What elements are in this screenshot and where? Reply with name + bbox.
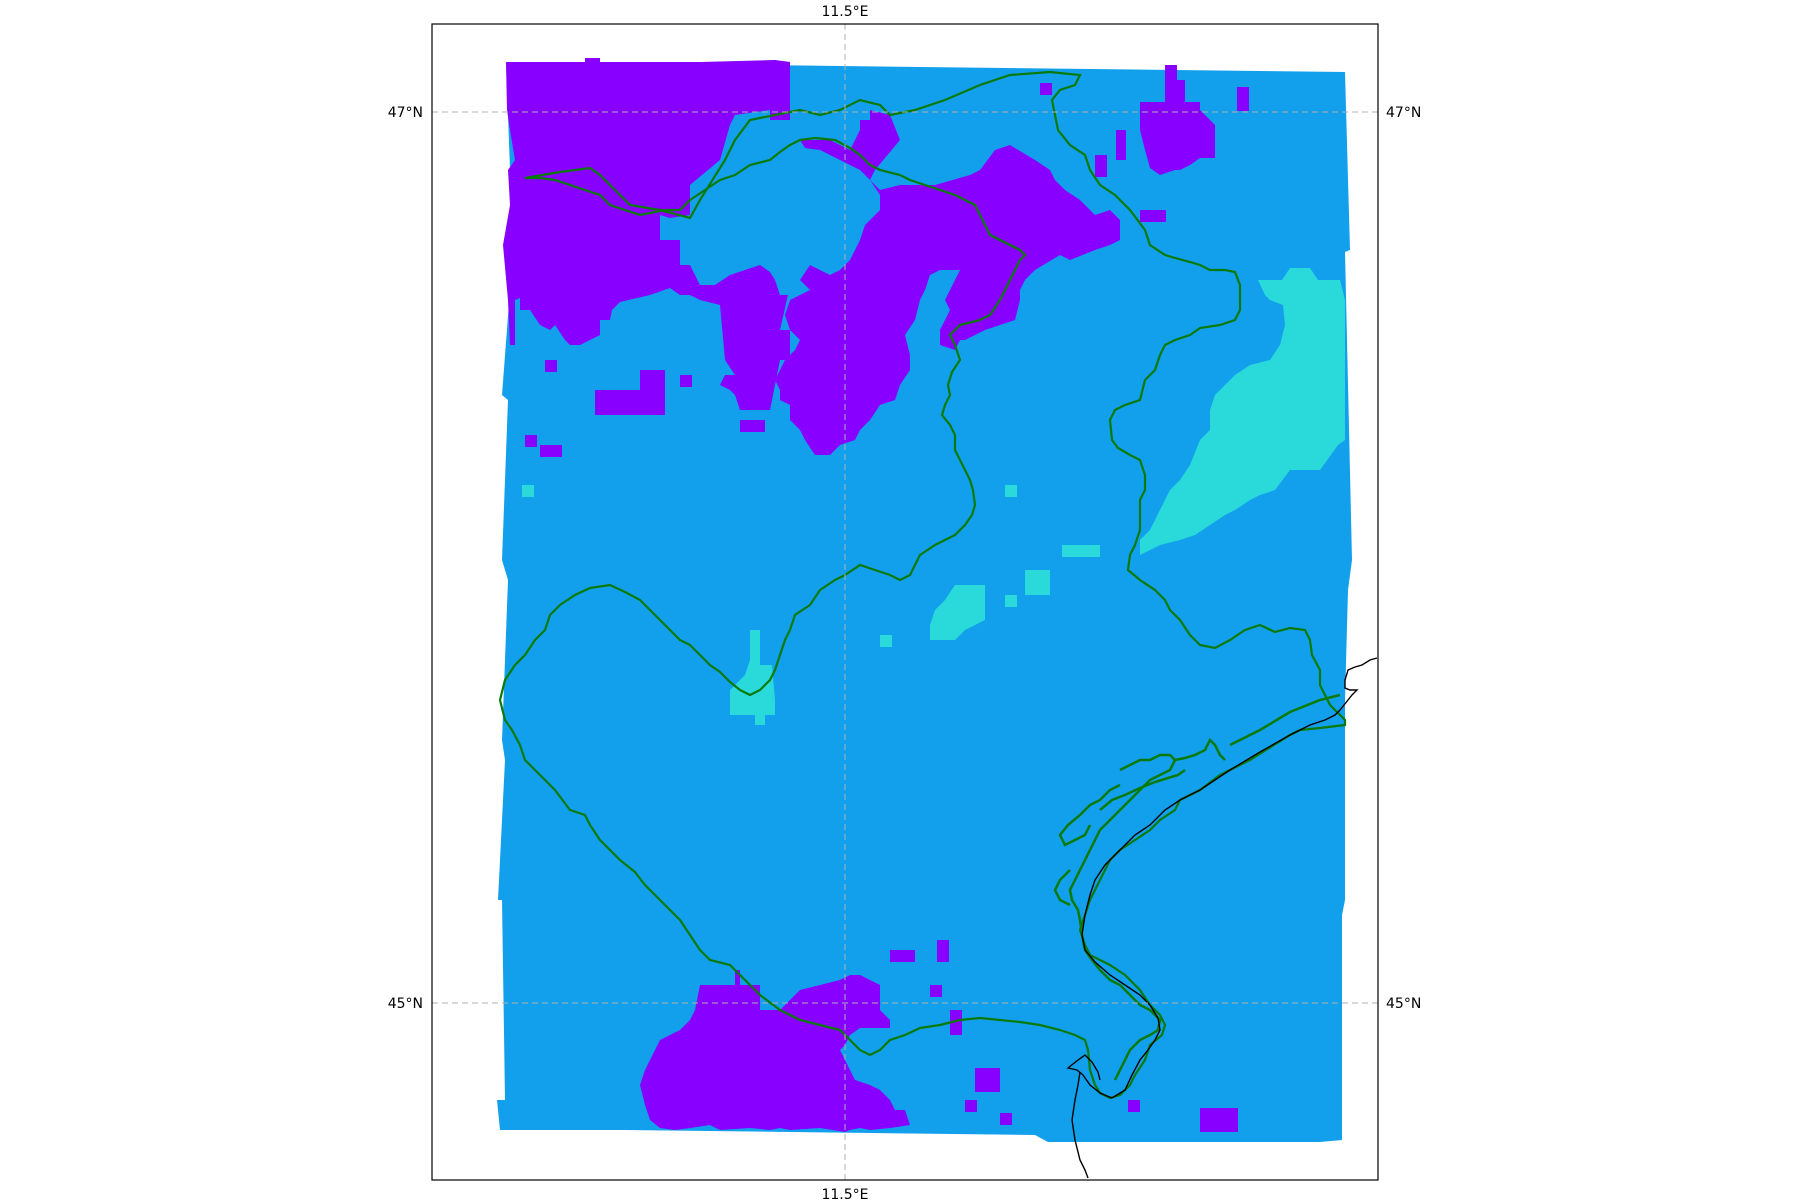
lat-tick-label-left-45: 45°N bbox=[388, 996, 423, 1012]
raster-purple-cell bbox=[950, 1010, 962, 1035]
raster-purple-cell bbox=[890, 950, 915, 962]
raster-purple-cell bbox=[545, 360, 557, 372]
raster-purple-cell bbox=[680, 375, 692, 387]
region-border bbox=[498, 70, 1347, 1100]
raster-cyan-south-center bbox=[730, 630, 775, 725]
raster-purple-cell bbox=[1237, 87, 1249, 111]
lat-tick-label-right-45: 45°N bbox=[1386, 996, 1421, 1012]
raster-purple-cell bbox=[937, 940, 949, 962]
gridlines bbox=[432, 24, 1378, 1180]
raster-purple-cell bbox=[1095, 155, 1107, 177]
coastline bbox=[1066, 657, 1378, 1179]
lat-tick-label-left-47: 47°N bbox=[388, 105, 423, 121]
raster-purple-cell bbox=[985, 205, 1000, 217]
raster-cyan-cell bbox=[522, 485, 534, 497]
raster-purple-cell bbox=[1040, 83, 1052, 95]
raster-cyan-cell bbox=[1005, 595, 1017, 607]
raster-purple-north-central bbox=[775, 110, 1120, 455]
raster-purple-cell bbox=[1000, 1113, 1012, 1125]
tick-labels: 11.5°E 11.5°E 47°N 47°N 45°N 45°N bbox=[388, 4, 1422, 1200]
raster-purple-cell bbox=[740, 420, 765, 432]
raster-purple-cell bbox=[595, 390, 640, 415]
raster-purple-cell bbox=[930, 985, 942, 997]
raster-cyan-cell bbox=[880, 635, 892, 647]
raster-base-blue-region bbox=[497, 62, 1352, 1142]
lat-tick-label-right-47: 47°N bbox=[1386, 105, 1421, 121]
raster-purple-cell bbox=[540, 445, 562, 457]
raster-cyan-center bbox=[930, 585, 985, 640]
raster-purple-cell bbox=[1116, 130, 1126, 160]
raster-purple-patches bbox=[503, 58, 1249, 1132]
lon-tick-label-top: 11.5°E bbox=[821, 4, 868, 20]
raster-cyan-cell bbox=[1062, 545, 1100, 557]
raster-purple-cell bbox=[525, 435, 537, 447]
raster-purple-cell bbox=[975, 1068, 1000, 1092]
raster-purple-northwest bbox=[503, 58, 790, 410]
lagoon-border bbox=[1053, 693, 1341, 1081]
lon-tick-label-bottom: 11.5°E bbox=[821, 1187, 868, 1200]
raster-purple-cell bbox=[640, 370, 665, 415]
raster-purple-cell bbox=[1140, 210, 1166, 222]
raster-cyan-cell bbox=[1005, 485, 1017, 497]
raster-purple-south bbox=[640, 970, 910, 1132]
raster-cyan-patches bbox=[522, 268, 1345, 725]
raster-purple-cell bbox=[1165, 65, 1177, 105]
raster-purple-cell bbox=[1200, 1108, 1238, 1132]
raster-purple-cell bbox=[1128, 1100, 1140, 1112]
map-frame bbox=[431, 23, 1379, 1181]
raster-cyan-east bbox=[1140, 268, 1345, 555]
raster-purple-northeast bbox=[1140, 80, 1215, 175]
raster-purple-cell bbox=[965, 1100, 977, 1112]
raster-cyan-cell bbox=[1025, 570, 1050, 595]
